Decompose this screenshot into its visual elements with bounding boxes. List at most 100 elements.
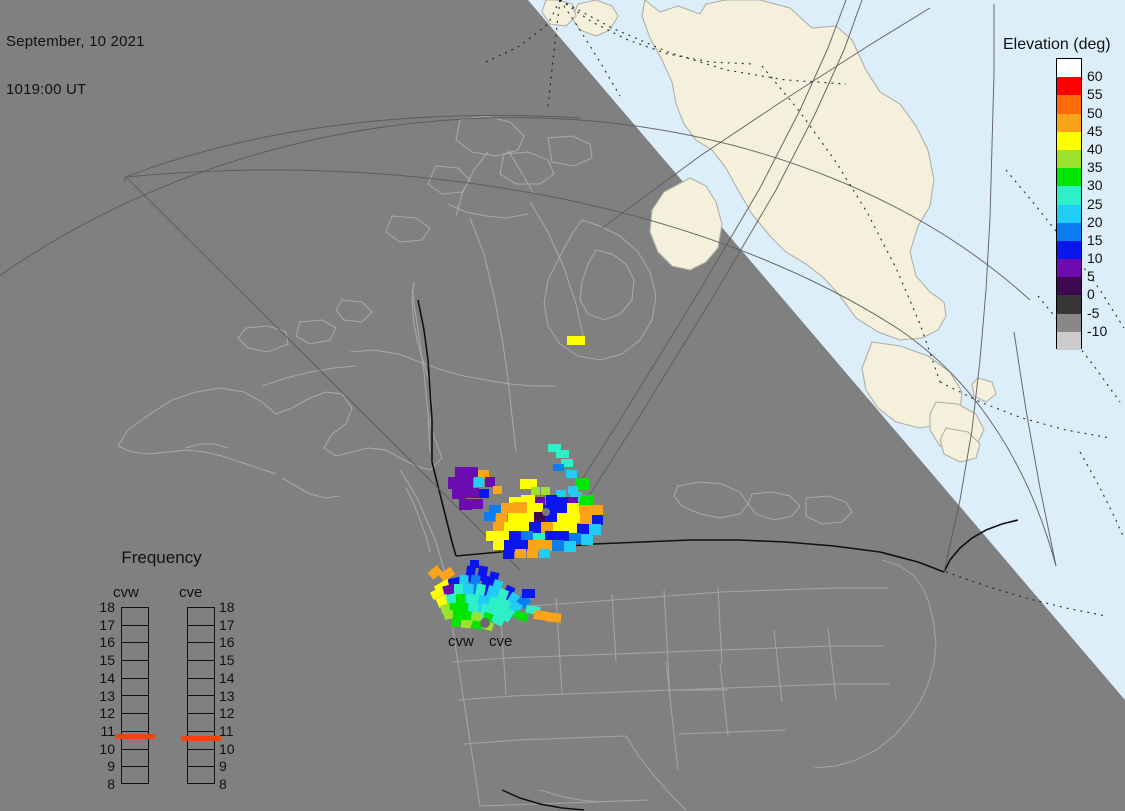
radar-data-cell	[552, 540, 564, 551]
elevation-legend: Elevation (deg) 60 55 50 45 40 35 30 25 20 15 10 5 0…	[1003, 36, 1125, 353]
elevation-tick-label: 25	[1087, 195, 1103, 212]
elevation-color-band	[1057, 77, 1081, 96]
frequency-scale-segment	[122, 767, 148, 785]
radar-data-cell	[533, 609, 551, 622]
radar-data-cell	[438, 566, 456, 583]
radar-data-cell	[591, 505, 603, 516]
radar-data-cell	[504, 522, 516, 533]
radar-site-dot-north	[542, 508, 550, 516]
elevation-color-band	[1057, 149, 1081, 169]
radar-data-cell	[561, 459, 573, 467]
elevation-tick-label: 20	[1087, 213, 1103, 230]
radar-data-cell	[555, 505, 567, 515]
radar-data-cell	[535, 497, 545, 506]
elevation-color-band	[1057, 113, 1081, 132]
radar-data-cell	[484, 512, 495, 521]
frequency-tick-label: 15	[219, 652, 235, 669]
elevation-tick-label: 0	[1087, 286, 1095, 303]
elevation-color-band	[1057, 259, 1081, 278]
radar-data-cell	[553, 522, 565, 533]
frequency-tick-label: 9	[219, 758, 227, 775]
radar-data-cell	[471, 620, 483, 630]
frequency-column-header: cve	[179, 584, 203, 601]
radar-data-cell	[534, 512, 545, 523]
map-date: September, 10 2021	[6, 33, 145, 50]
radar-data-cell	[553, 464, 564, 471]
radar-data-cell	[521, 531, 533, 542]
frequency-tick-label: 16	[219, 634, 235, 651]
radar-data-cell	[513, 502, 527, 515]
frequency-scale-segment	[122, 661, 148, 679]
radar-data-cell	[451, 619, 460, 627]
radar-site-label: cvw	[448, 633, 474, 650]
radar-data-cell	[592, 515, 603, 525]
radar-data-cell	[474, 477, 484, 487]
radar-data-cell	[579, 505, 591, 516]
radar-data-cell	[468, 467, 478, 478]
radar-data-cell	[486, 531, 497, 541]
radar-data-cell	[460, 619, 472, 629]
radar-data-cell	[539, 549, 550, 558]
frequency-tick-label: 8	[219, 776, 227, 792]
radar-data-cell	[470, 560, 479, 568]
elevation-tick-label: 60	[1087, 68, 1103, 85]
radar-data-cell	[485, 477, 495, 487]
radar-data-cell	[529, 522, 541, 533]
frequency-tick-label: 8	[107, 776, 115, 792]
frequency-scale-segment	[122, 608, 148, 626]
frequency-marker	[115, 734, 155, 740]
frequency-tick-label: 17	[219, 616, 235, 633]
radar-data-cell	[565, 522, 577, 533]
radar-data-cell	[493, 486, 502, 494]
radar-data-cell	[557, 497, 568, 507]
elevation-colorbar	[1056, 58, 1082, 350]
frequency-legend-body: cvw 18 17 16 15 14 13 12 11 10 9 8 cve 18 17 16 15 14 13 12…	[83, 567, 258, 792]
frequency-column-header: cvw	[113, 584, 139, 601]
elevation-tick-label: 30	[1087, 177, 1103, 194]
radar-data-cell	[568, 486, 578, 494]
frequency-scale-segment	[122, 714, 148, 732]
frequency-tick-label: 14	[99, 669, 115, 686]
frequency-tick-label: 16	[99, 634, 115, 651]
radar-data-cell	[520, 479, 537, 489]
frequency-tick-label: 14	[219, 669, 235, 686]
elevation-legend-title: Elevation (deg)	[1003, 36, 1111, 53]
radar-data-cell	[493, 522, 504, 532]
radar-data-cell	[503, 550, 514, 559]
radar-data-cell	[575, 478, 589, 490]
radar-data-cell	[496, 513, 507, 523]
radar-data-cell	[501, 503, 513, 514]
radar-data-cell	[589, 524, 601, 535]
radar-data-cell	[528, 540, 540, 551]
elevation-color-band	[1057, 204, 1081, 223]
radar-data-cell	[533, 533, 545, 544]
frequency-scale-segment	[188, 661, 214, 679]
elevation-tick-label: 50	[1087, 104, 1103, 121]
frequency-scale-segment	[122, 679, 148, 697]
radar-data-cell	[531, 487, 540, 495]
frequency-tick-label: 13	[219, 687, 235, 704]
frequency-tick-label: 11	[219, 722, 234, 739]
frequency-scale-segment	[188, 643, 214, 662]
elevation-tick-label: 10	[1087, 250, 1103, 267]
daylight-landmass	[541, 0, 997, 463]
radar-data-cell	[466, 488, 479, 498]
elevation-colorbar-wrap: 60 55 50 45 40 35 30 25 20 15 10 5 0 -5 -10	[1003, 58, 1125, 353]
frequency-legend-title: Frequency	[121, 548, 202, 567]
radar-data-cell	[556, 450, 569, 458]
radar-data-cell	[493, 540, 504, 550]
radar-data-cell	[479, 489, 489, 498]
frequency-scale-box	[121, 607, 149, 784]
frequency-scale-segment	[188, 714, 214, 732]
radar-data-cell	[516, 522, 529, 533]
frequency-marker	[181, 735, 221, 741]
frequency-scale-segment	[188, 696, 214, 715]
radar-data-cell	[527, 549, 538, 558]
elevation-color-band	[1057, 277, 1081, 296]
frequency-tick-label: 12	[219, 705, 235, 722]
elevation-tick-label: 55	[1087, 86, 1103, 103]
elevation-tick-label: 40	[1087, 140, 1103, 157]
magnetic-latitude-circles	[0, 114, 1031, 301]
frequency-tick-label: 18	[99, 599, 115, 615]
